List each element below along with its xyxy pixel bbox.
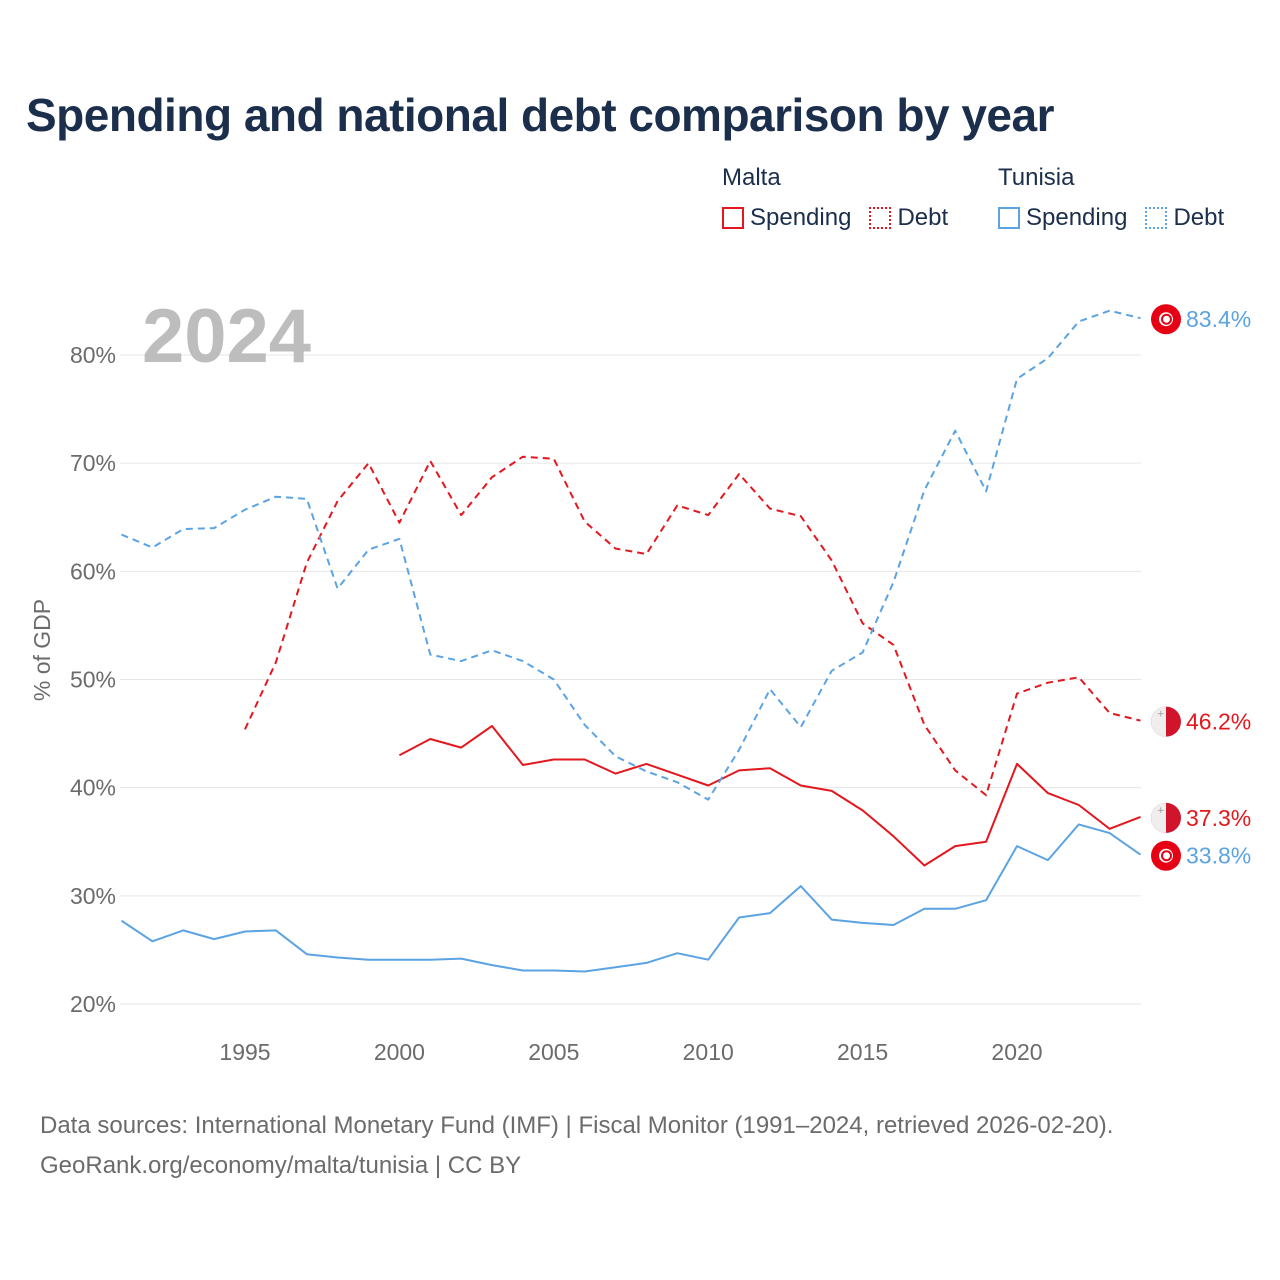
x-tick-label: 2010 bbox=[683, 1039, 734, 1065]
legend-swatch-dotted bbox=[1145, 207, 1168, 229]
legend-group-name: Malta bbox=[722, 164, 781, 191]
legend-label: Debt bbox=[1173, 204, 1225, 231]
y-tick-label: 20% bbox=[70, 991, 116, 1017]
x-tick-label: 2020 bbox=[991, 1039, 1042, 1065]
legend-swatch-solid bbox=[998, 207, 1020, 229]
legend-group-name: Tunisia bbox=[998, 164, 1075, 191]
x-tick-label: 2000 bbox=[374, 1039, 425, 1065]
y-tick-label: 30% bbox=[70, 883, 116, 909]
malta-flag-white-half bbox=[1151, 706, 1166, 737]
legend-group-tunisia: Tunisia Spending Debt bbox=[998, 162, 1242, 232]
legend-group-malta: Malta Spending Debt bbox=[722, 162, 966, 232]
legend-item-tunisia-spending[interactable]: Spending bbox=[998, 204, 1127, 232]
end-value-label: 37.3% bbox=[1186, 805, 1251, 831]
legend-item-malta-debt[interactable]: Debt bbox=[869, 204, 948, 232]
series-line-malta-debt bbox=[244, 455, 1141, 797]
chart-title: Spending and national debt comparison by… bbox=[26, 89, 1055, 141]
legend-swatch-dotted bbox=[869, 207, 892, 229]
legend-label: Spending bbox=[750, 204, 852, 231]
y-axis-label: % of GDP bbox=[29, 599, 55, 701]
end-value-label: 33.8% bbox=[1186, 843, 1251, 869]
footer: Data sources: International Monetary Fun… bbox=[40, 1106, 1113, 1186]
footer-sources: Data sources: International Monetary Fun… bbox=[40, 1112, 1114, 1139]
y-tick-label: 40% bbox=[70, 775, 116, 801]
y-tick-label: 60% bbox=[70, 558, 116, 584]
tunisia-flag-crescent bbox=[1161, 850, 1172, 862]
legend-label: Spending bbox=[1026, 204, 1128, 231]
y-tick-label: 50% bbox=[70, 667, 116, 693]
legend-swatch-solid bbox=[722, 207, 744, 229]
malta-flag-cross: + bbox=[1157, 710, 1165, 720]
legend-label: Debt bbox=[897, 204, 949, 231]
x-tick-label: 1995 bbox=[219, 1039, 270, 1065]
tunisia-flag-crescent bbox=[1161, 313, 1172, 325]
year-label: 2024 bbox=[142, 294, 311, 379]
end-value-label: 83.4% bbox=[1186, 306, 1251, 332]
series-line-malta-spending bbox=[398, 725, 1141, 867]
x-tick-label: 2015 bbox=[837, 1039, 888, 1065]
malta-flag-cross: + bbox=[1157, 806, 1165, 816]
series-line-tunisia-debt bbox=[121, 309, 1141, 801]
x-tick-label: 2005 bbox=[528, 1039, 579, 1065]
legend-item-malta-spending[interactable]: Spending bbox=[722, 204, 851, 232]
y-tick-label: 80% bbox=[70, 342, 116, 368]
series-line-tunisia-spending bbox=[120, 823, 1142, 973]
footer-credit: GeoRank.org/economy/malta/tunisia | CC B… bbox=[40, 1152, 522, 1179]
y-tick-label: 70% bbox=[70, 450, 116, 476]
legend-item-tunisia-debt[interactable]: Debt bbox=[1145, 204, 1224, 232]
end-value-label: 46.2% bbox=[1186, 709, 1251, 735]
malta-flag-white-half bbox=[1151, 802, 1166, 833]
